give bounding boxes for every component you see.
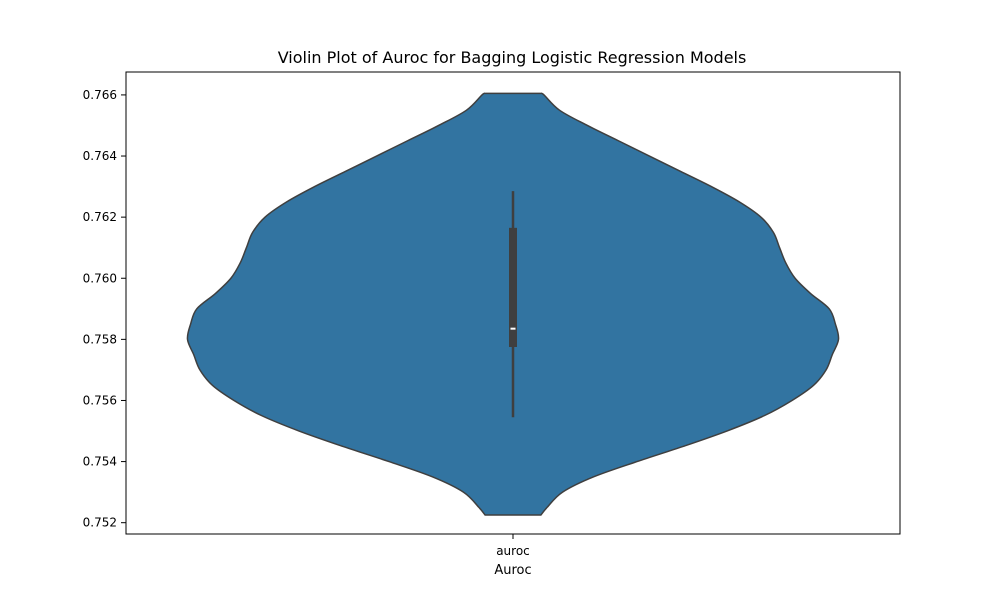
y-tick-label: 0.766 xyxy=(83,88,117,102)
chart-title: Violin Plot of Auroc for Bagging Logisti… xyxy=(278,48,747,67)
inner-box-group xyxy=(509,191,517,418)
x-tick-label: auroc xyxy=(496,544,530,558)
y-tick-label: 0.752 xyxy=(83,516,117,530)
y-tick-label: 0.756 xyxy=(83,393,117,407)
x-axis: auroc xyxy=(496,534,530,558)
plot-area xyxy=(186,92,840,516)
y-tick-label: 0.758 xyxy=(83,332,117,346)
iqr-box xyxy=(509,227,517,347)
y-axis: 0.752 0.754 0.756 0.758 0.760 0.762 0.764 0.766 xyxy=(83,88,126,530)
y-tick-label: 0.754 xyxy=(83,455,117,469)
y-tick-label: 0.762 xyxy=(83,210,117,224)
y-tick-label: 0.760 xyxy=(83,271,117,285)
y-tick-label: 0.764 xyxy=(83,149,117,163)
x-axis-label: Auroc xyxy=(494,563,531,578)
